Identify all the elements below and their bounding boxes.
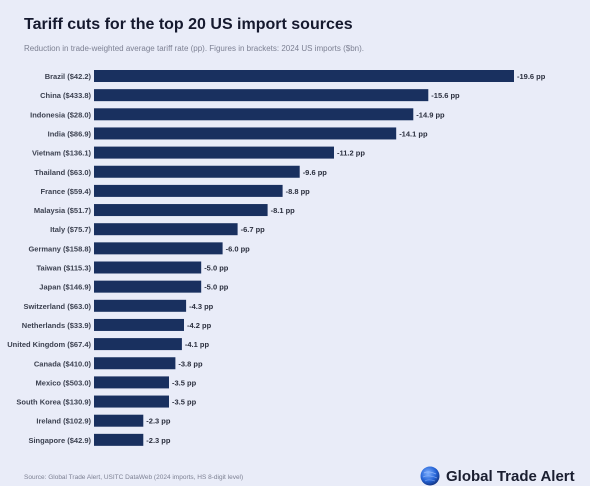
bar: [94, 242, 223, 255]
value-label: -4.2 pp: [187, 321, 212, 330]
value-label: -3.5 pp: [172, 378, 197, 387]
value-label: -3.5 pp: [172, 398, 197, 407]
bar: [94, 70, 514, 82]
category-label: Vietnam ($136.1): [32, 149, 92, 158]
category-label: United Kingdom ($67.4): [7, 340, 91, 349]
value-label: -19.6 pp: [517, 72, 546, 81]
bar: [94, 414, 144, 427]
category-label: Italy ($75.7): [50, 225, 91, 234]
value-label: -5.0 pp: [204, 264, 229, 273]
value-label: -9.6 pp: [303, 168, 328, 177]
category-label: Thailand ($63.0): [34, 168, 91, 177]
bar: [94, 357, 176, 370]
category-label: Netherlands ($33.9): [22, 321, 92, 330]
category-label: Japan ($146.9): [39, 283, 91, 292]
bar: [94, 376, 169, 389]
value-label: -3.8 pp: [178, 359, 203, 368]
bar: [94, 127, 397, 140]
category-label: Ireland ($102.9): [36, 417, 91, 426]
bar: [94, 261, 202, 274]
category-label: Germany ($158.8): [28, 244, 91, 253]
category-label: Singapore ($42.9): [28, 436, 91, 445]
category-label: Switzerland ($63.0): [23, 302, 91, 311]
value-label: -8.1 pp: [271, 206, 296, 215]
bar: [94, 108, 414, 121]
bar: [94, 89, 429, 102]
bar: [94, 184, 283, 197]
brand-name: Global Trade Alert: [446, 467, 575, 485]
bar: [94, 433, 144, 446]
globe-icon: [420, 466, 440, 486]
value-label: -6.0 pp: [226, 244, 251, 253]
value-label: -2.3 pp: [146, 417, 171, 426]
category-label: Mexico ($503.0): [36, 378, 92, 387]
value-label: -14.9 pp: [416, 110, 445, 119]
value-label: -2.3 pp: [146, 436, 171, 445]
bar: [94, 165, 300, 178]
bar: [94, 395, 169, 408]
bar: [94, 299, 187, 312]
source-note: Source: Global Trade Alert, USITC DataWe…: [24, 474, 244, 481]
brand-logo[interactable]: Global Trade Alert: [420, 466, 575, 486]
bar: [94, 338, 182, 351]
category-label: Malaysia ($51.7): [34, 206, 92, 215]
chart-title: Tariff cuts for the top 20 US import sou…: [24, 16, 353, 33]
category-label: China ($433.8): [40, 91, 91, 100]
category-label: Taiwan ($115.3): [37, 264, 92, 273]
value-label: -15.6 pp: [431, 91, 460, 100]
category-label: France ($59.4): [41, 187, 92, 196]
category-label: Brazil ($42.2): [45, 72, 92, 81]
value-label: -8.8 pp: [286, 187, 311, 196]
value-label: -4.1 pp: [185, 340, 210, 349]
bar: [94, 318, 184, 331]
value-label: -4.3 pp: [189, 302, 214, 311]
category-label: South Korea ($130.9): [16, 398, 91, 407]
value-label: -14.1 pp: [399, 129, 428, 138]
bar: [94, 280, 202, 293]
chart-subtitle: Reduction in trade-weighted average tari…: [24, 44, 365, 53]
bar: [94, 223, 238, 236]
value-label: -5.0 pp: [204, 283, 229, 292]
value-label: -6.7 pp: [241, 225, 266, 234]
bar: [94, 146, 334, 159]
value-label: -11.2 pp: [337, 149, 365, 158]
category-label: India ($86.9): [48, 129, 92, 138]
category-label: Indonesia ($28.0): [30, 110, 91, 119]
bar: [94, 204, 268, 217]
category-label: Canada ($410.0): [34, 359, 92, 368]
